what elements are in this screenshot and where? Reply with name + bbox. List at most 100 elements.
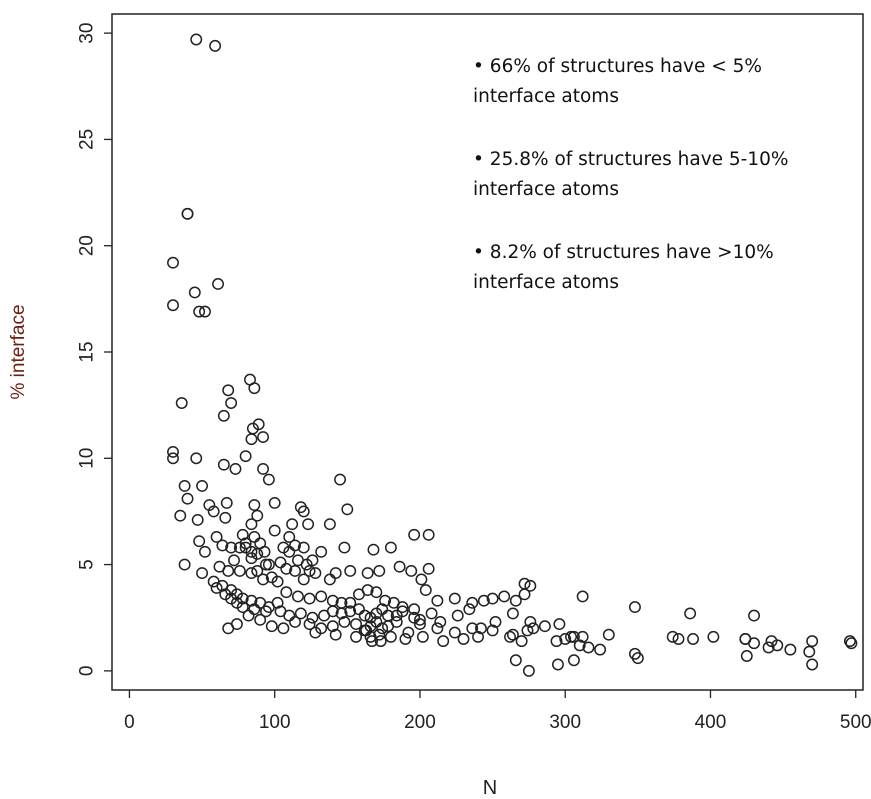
data-point [373, 628, 386, 641]
data-point [806, 635, 819, 648]
data-point [350, 630, 362, 643]
data-point [360, 624, 373, 637]
data-point [225, 397, 238, 409]
data-point [193, 305, 206, 318]
data-point [475, 622, 487, 635]
data-point [315, 545, 328, 558]
annotation-3-line-1: • 8.2% of structures have >10% [473, 242, 774, 263]
data-point [254, 613, 267, 626]
data-point [257, 462, 270, 475]
data-point [257, 431, 270, 443]
data-point [326, 620, 339, 633]
data-point [565, 630, 577, 643]
data-point [434, 616, 447, 628]
data-point [687, 633, 699, 645]
data-point [329, 567, 342, 580]
data-point [233, 541, 246, 554]
data-point [672, 633, 685, 645]
data-point [260, 558, 272, 571]
data-point [219, 511, 232, 524]
data-point [174, 509, 187, 522]
data-point [408, 603, 421, 616]
data-point [384, 541, 397, 554]
data-point [280, 586, 293, 599]
data-point [268, 496, 281, 509]
y-tick-label: 20 [77, 235, 98, 256]
data-point [188, 286, 201, 299]
data-point [291, 590, 304, 603]
data-point [538, 620, 551, 633]
data-point [550, 635, 563, 648]
data-point [228, 554, 240, 567]
x-tick-label: 100 [259, 712, 291, 733]
data-point [422, 562, 435, 575]
data-point [210, 530, 223, 543]
data-point [239, 541, 252, 554]
data-point [229, 462, 242, 475]
data-point [762, 641, 775, 654]
annotation-3-line-2: interface atoms [473, 272, 619, 293]
data-point [602, 628, 615, 641]
data-point [280, 562, 293, 575]
data-point [489, 616, 502, 628]
data-point [245, 518, 258, 531]
data-point [524, 616, 537, 628]
data-point [268, 524, 281, 537]
data-point [498, 590, 511, 603]
data-point [190, 33, 203, 46]
data-point [509, 654, 522, 667]
data-point [486, 592, 499, 605]
data-point [303, 618, 316, 631]
data-point [740, 650, 753, 662]
data-point [567, 630, 580, 643]
annotation-3: • 8.2% of structures have >10% interface… [473, 238, 774, 298]
data-point [245, 594, 258, 607]
data-point [289, 565, 301, 577]
data-point [303, 592, 316, 605]
data-point [167, 256, 179, 269]
data-point [271, 575, 284, 588]
annotation-1: • 66% of structures have < 5% interface … [473, 52, 762, 112]
data-point [684, 607, 697, 620]
data-point [515, 635, 528, 648]
data-point [245, 433, 258, 446]
data-point [806, 658, 819, 671]
data-point [233, 565, 246, 577]
data-point [765, 635, 778, 648]
data-point [334, 473, 347, 486]
y-tick-label: 5 [77, 559, 98, 570]
data-point [283, 530, 296, 543]
data-point [326, 605, 339, 618]
x-axis-title: N [483, 777, 497, 799]
data-point [367, 543, 380, 556]
data-point [283, 545, 296, 558]
data-point [845, 637, 858, 650]
data-point [196, 479, 209, 492]
data-point [567, 654, 580, 667]
data-point [242, 609, 255, 622]
data-point [297, 541, 310, 554]
data-point [167, 452, 179, 465]
data-point [167, 445, 179, 458]
data-point [217, 458, 230, 471]
data-point [193, 535, 206, 548]
y-tick-label: 15 [77, 341, 98, 362]
data-point [422, 528, 435, 541]
data-point [344, 596, 357, 609]
data-point [199, 545, 211, 558]
y-tick-label: 30 [77, 23, 98, 44]
data-point [222, 384, 235, 397]
data-point [251, 565, 264, 577]
data-point [666, 630, 679, 643]
data-point [236, 601, 249, 614]
data-point [522, 664, 535, 677]
x-axis: 0 100 200 300 400 500 [124, 690, 871, 733]
data-point [225, 541, 238, 554]
data-point [425, 607, 438, 620]
x-tick-label: 400 [695, 712, 727, 733]
data-point [396, 605, 409, 618]
data-point [419, 584, 432, 597]
data-point [361, 584, 374, 597]
data-point [396, 601, 409, 614]
data-point [384, 630, 397, 643]
